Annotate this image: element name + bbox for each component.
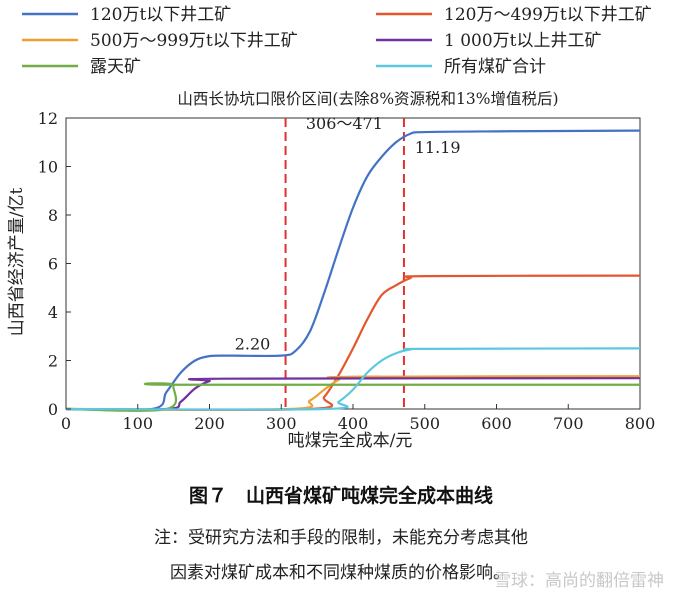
chart-subtitle: 山西长协坑口限价区间(去除8%资源税和13%增值税后) [177,90,558,108]
y-tick-label: 0 [48,400,58,419]
cost-curve-chart: 120万t以下井工矿 120万～499万t以下井工矿 500万～999万t以下井工矿… [7,5,655,451]
x-tick-label: 300 [266,414,297,433]
annotation-label-2: 306～471 [306,114,383,133]
x-axis-label: 吨煤完全成本/元 [288,431,413,451]
x-tick-label: 700 [553,414,584,433]
x-tick-label: 200 [194,414,225,433]
legend-label-1: 120万t以下井工矿 [90,5,231,25]
legend-label-4: 1 000万t以上井工矿 [444,31,602,51]
x-tick-label: 100 [122,414,153,433]
y-tick-label: 6 [48,255,58,274]
watermark-text: 雪球：高尚的翻倍雷神 [494,571,664,591]
x-tick-label: 600 [481,414,512,433]
y-tick-label: 4 [48,303,58,322]
legend-label-2: 120万～499万t以下井工矿 [444,5,652,25]
x-tick-label: 0 [61,414,71,433]
figure-title: 图７ 山西省煤矿吨煤完全成本曲线 [188,485,493,507]
figure-note-line-2: 因素对煤矿成本和不同煤种煤质的价格影响。 [170,563,510,583]
series-line-1 [65,129,641,412]
y-tick-label: 10 [38,158,58,177]
x-axis-ticks: 0 100 200 300 400 500 600 700 800 [61,404,655,433]
annotation-label-1: 2.20 [235,335,271,354]
legend-label-6: 所有煤矿合计 [444,57,546,77]
y-tick-label: 2 [48,352,58,371]
chart-legend: 120万t以下井工矿 120万～499万t以下井工矿 500万～999万t以下井工矿… [22,5,652,77]
series-line-6 [65,347,641,411]
plot-frame [65,117,641,410]
series-lines [65,129,641,412]
chart-annotations: 2.20 306～471 11.19 [235,114,461,354]
x-tick-label: 400 [338,414,369,433]
plot-border [65,117,641,410]
x-tick-label: 500 [409,414,440,433]
y-axis-label: 山西省经济产量/亿t [7,188,27,337]
annotation-label-3: 11.19 [415,138,461,157]
x-tick-label: 800 [625,414,656,433]
y-tick-label: 8 [48,206,58,225]
legend-label-5: 露天矿 [90,57,141,77]
y-tick-label: 12 [38,109,58,128]
y-axis-ticks: 0 2 4 6 8 10 12 [38,109,71,419]
legend-label-3: 500万～999万t以下井工矿 [90,31,298,51]
reference-lines [284,118,405,409]
figure-note-line-1: 注：受研究方法和手段的限制，未能充分考虑其他 [154,528,528,548]
